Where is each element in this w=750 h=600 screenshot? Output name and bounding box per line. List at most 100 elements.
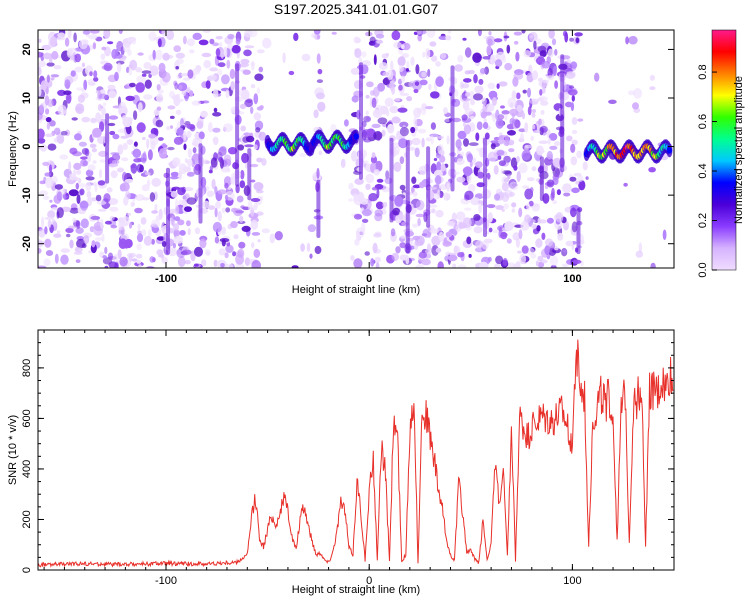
noise-cell xyxy=(544,238,554,247)
noise-cell xyxy=(138,264,142,268)
noise-cell xyxy=(518,162,528,174)
noise-cell xyxy=(454,89,459,97)
noise-cell xyxy=(638,242,643,253)
noise-cell xyxy=(50,36,58,47)
noise-cell xyxy=(78,183,87,188)
noise-cell xyxy=(182,166,192,173)
noise-cell xyxy=(256,157,263,163)
noise-cell xyxy=(40,144,47,152)
noise-cell xyxy=(446,135,450,145)
noise-cell xyxy=(578,180,586,191)
y-tick-label: 10 xyxy=(21,92,33,104)
noise-cell xyxy=(124,178,134,183)
noise-cell xyxy=(131,258,138,262)
noise-cell xyxy=(288,70,295,76)
noise-cell xyxy=(398,64,404,73)
noise-cell xyxy=(376,178,384,183)
noise-cell xyxy=(425,106,434,110)
noise-cell xyxy=(89,30,100,34)
noise-cell xyxy=(455,158,465,166)
noise-cell xyxy=(223,123,233,133)
noise-cell xyxy=(45,250,54,256)
noise-cell xyxy=(412,184,421,189)
noise-cell xyxy=(223,46,228,57)
noise-cell xyxy=(53,65,62,70)
noise-cell xyxy=(167,105,176,110)
noise-cell xyxy=(516,156,520,163)
noise-cell xyxy=(183,143,187,151)
noise-cell xyxy=(415,264,425,268)
noise-cell xyxy=(649,74,656,81)
noise-cell xyxy=(224,194,229,201)
noise-cell xyxy=(184,187,194,192)
noise-cell xyxy=(398,210,404,221)
noise-cell xyxy=(540,259,548,264)
noise-cell xyxy=(174,216,181,222)
noise-cell xyxy=(577,118,584,122)
noise-cell xyxy=(224,252,229,259)
colorbar-frame xyxy=(711,29,737,271)
noise-cell xyxy=(100,53,106,60)
noise-cell xyxy=(487,256,492,262)
noise-cell xyxy=(44,226,48,235)
noise-cell xyxy=(42,161,50,166)
noise-cell xyxy=(82,243,87,249)
noise-cell xyxy=(542,79,550,83)
noise-cell xyxy=(385,170,390,180)
noise-cell xyxy=(40,80,48,91)
noise-cell xyxy=(470,99,475,106)
noise-cell xyxy=(126,212,132,216)
noise-cell xyxy=(85,182,92,192)
noise-cell xyxy=(176,127,184,136)
noise-cell xyxy=(81,116,91,123)
noise-cell xyxy=(148,133,156,139)
noise-cell xyxy=(104,220,112,225)
noise-cell xyxy=(161,72,171,83)
noise-cell xyxy=(117,128,127,134)
noise-cell xyxy=(476,182,485,188)
noise-cell xyxy=(102,102,107,107)
noise-cell xyxy=(183,35,187,45)
noise-cell xyxy=(158,62,166,73)
noise-cell xyxy=(117,167,124,173)
noise-cell xyxy=(221,226,227,235)
noise-cell xyxy=(415,200,425,211)
noise-cell xyxy=(507,97,517,108)
noise-cell xyxy=(108,198,119,205)
noise-cell xyxy=(365,110,369,115)
noise-cell xyxy=(426,30,436,38)
noise-cell xyxy=(170,171,179,177)
noise-cell xyxy=(112,133,120,140)
noise-cell xyxy=(187,158,193,167)
noise-cell xyxy=(488,227,493,233)
noise-cell xyxy=(552,199,557,205)
noise-cell xyxy=(504,221,514,232)
noise-cell xyxy=(125,95,135,102)
colorbar-gradient xyxy=(712,30,736,270)
noise-cell xyxy=(487,82,496,90)
noise-cell xyxy=(461,83,470,89)
noise-cell xyxy=(186,171,195,177)
noise-cell xyxy=(93,77,99,82)
colorbar-tick-label: 0.6 xyxy=(697,114,709,129)
noise-cell xyxy=(451,212,457,224)
noise-cell xyxy=(517,250,522,254)
noise-cell xyxy=(635,250,643,258)
noise-cell xyxy=(201,259,207,267)
noise-cell xyxy=(232,251,237,257)
noise-cell xyxy=(577,175,584,182)
noise-cell xyxy=(143,94,153,100)
noise-cell xyxy=(391,116,401,124)
noise-cell xyxy=(274,231,283,241)
noise-cell xyxy=(527,87,531,98)
noise-cell xyxy=(405,68,409,72)
noise-cell xyxy=(141,73,147,77)
noise-cell xyxy=(212,112,222,117)
noise-cell xyxy=(398,78,402,85)
noise-cell xyxy=(464,70,471,75)
noise-cell xyxy=(299,152,307,158)
noise-cell xyxy=(244,99,254,108)
noise-cell xyxy=(135,82,145,93)
noise-cell xyxy=(282,52,286,64)
noise-cell xyxy=(99,159,107,163)
